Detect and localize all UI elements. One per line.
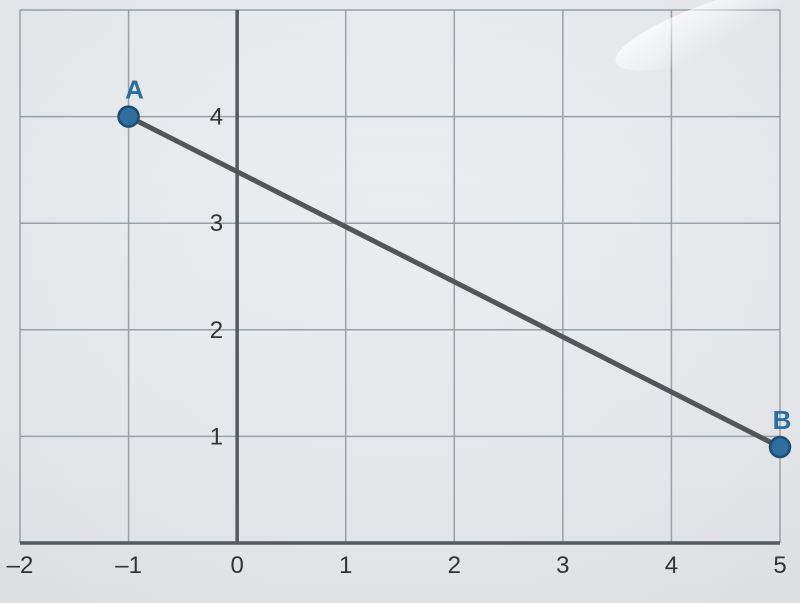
- vignette: [0, 0, 800, 603]
- x-tick-label: 4: [665, 552, 678, 579]
- chart-container: –2 –1 0 1 2 3 4 5 1 2 3 4 A B: [0, 0, 800, 603]
- y-tick-label: 3: [210, 210, 223, 237]
- x-tick-label: –1: [115, 552, 142, 579]
- coordinate-grid: –2 –1 0 1 2 3 4 5 1 2 3 4 A B: [0, 0, 800, 603]
- y-tick-label: 4: [210, 104, 223, 131]
- y-tick-label: 2: [210, 317, 223, 344]
- point-b: [770, 437, 790, 457]
- x-tick-label: 5: [773, 552, 786, 579]
- x-tick-label: 1: [339, 552, 352, 579]
- point-label-b: B: [773, 405, 792, 435]
- x-tick-label: 0: [230, 552, 243, 579]
- point-label-a: A: [125, 75, 144, 105]
- x-tick-label: 3: [556, 552, 569, 579]
- point-a: [119, 107, 139, 127]
- y-tick-label: 1: [210, 423, 223, 450]
- x-tick-label: 2: [448, 552, 461, 579]
- x-tick-label: –2: [7, 552, 34, 579]
